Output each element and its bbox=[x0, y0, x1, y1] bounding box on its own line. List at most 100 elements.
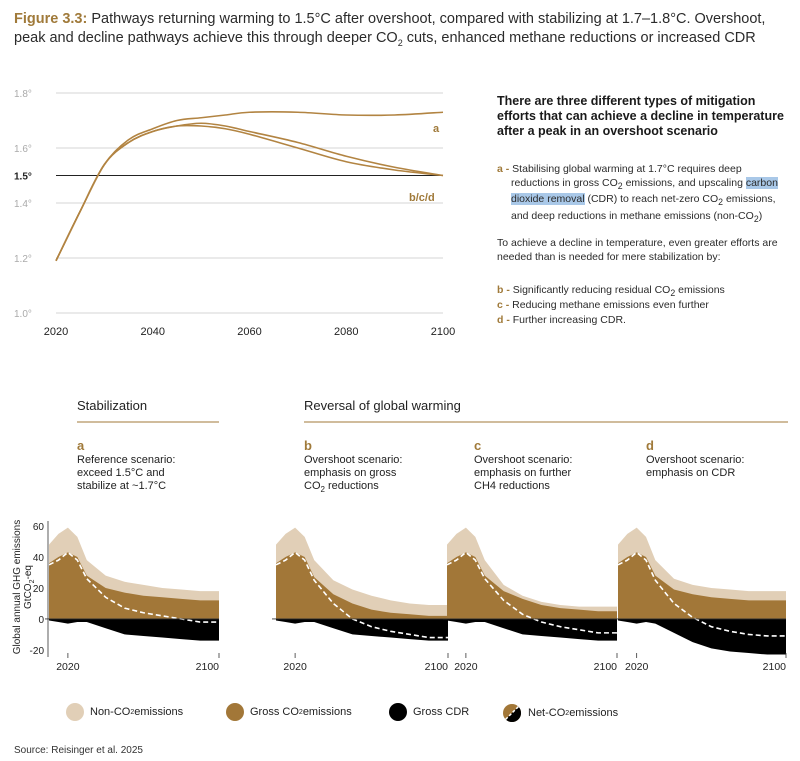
legend-gross-cdr: Gross CDR bbox=[389, 703, 469, 721]
side-item-d-key: d - bbox=[497, 314, 510, 326]
x-tick-label-2100-c: 2100 bbox=[594, 661, 618, 673]
legend-net-co2: Net-CO 2 emissions bbox=[502, 703, 618, 723]
side-item-b-text2: emissions bbox=[675, 284, 725, 296]
x-tick-label-2100-a: 2100 bbox=[196, 661, 220, 673]
x-tick-label-2020-c: 2020 bbox=[454, 661, 478, 673]
side-item-d-text: Further increasing CDR. bbox=[509, 314, 626, 326]
top-y-tick-label: 1.8° bbox=[14, 89, 32, 100]
side-item-c-key: c - bbox=[497, 299, 510, 311]
area-gross-cdr-a bbox=[49, 618, 219, 641]
scenario-b-desc: Overshoot scenario: emphasis on gross CO… bbox=[304, 454, 464, 496]
side-item-c: c - Reducing methane emissions even furt… bbox=[497, 299, 792, 313]
scenario-a-line3: stabilize at ~1.7°C bbox=[77, 480, 167, 492]
top-series-label-bcd: b/c/d bbox=[409, 192, 435, 204]
top-x-tick-label: 2020 bbox=[44, 326, 68, 338]
top-y-tick-label: 1.2° bbox=[14, 254, 32, 265]
bottom-ylabel-line2a: GtCO bbox=[23, 583, 34, 609]
net-co2-line-a bbox=[48, 551, 219, 623]
top-y-tick-label: 1.4° bbox=[14, 199, 32, 210]
area-gross-co2-b bbox=[276, 552, 448, 619]
side-item-b-sub: 2 bbox=[670, 288, 676, 299]
side-item-a-body: reductions in gross CO 2 emissions, and u… bbox=[497, 176, 792, 227]
legend-gross-co2-label: Gross CO bbox=[250, 706, 299, 718]
top-x-tick-label: 2060 bbox=[237, 326, 261, 338]
figure-title-sub: 2 bbox=[397, 37, 403, 48]
legend-net-co2-sub: 2 bbox=[565, 709, 570, 717]
scenario-c-line1: Overshoot scenario: bbox=[474, 454, 573, 466]
scenario-c-line2: emphasis on further bbox=[474, 467, 572, 479]
side-panel-heading: There are three different types of mitig… bbox=[497, 94, 784, 138]
legend-gross-co2-swatch bbox=[226, 703, 244, 721]
legend-non-co2-sub: 2 bbox=[130, 708, 135, 716]
x-tick-label-2020-d: 2020 bbox=[625, 661, 649, 673]
side-item-a-highlight1: carbon bbox=[745, 176, 778, 189]
bottom-ylabel-line1: Global annual GHG emissions bbox=[12, 519, 23, 655]
scenario-a-letter: a bbox=[77, 438, 85, 453]
scenario-d-desc: Overshoot scenario: emphasis on CDR bbox=[646, 454, 800, 480]
side-item-a-text2: reductions in gross CO bbox=[511, 176, 618, 189]
side-item-a-text6: and deep reductions in methane emissions… bbox=[511, 209, 754, 222]
side-item-a-text3: emissions, and upscaling bbox=[622, 176, 746, 189]
legend-non-co2-label: Non-CO bbox=[90, 706, 131, 718]
stabilization-heading: Stabilization bbox=[77, 398, 148, 413]
side-item-d: d - Further increasing CDR. bbox=[497, 314, 792, 328]
legend-non-co2-swatch bbox=[66, 703, 84, 721]
side-item-a: a - Stabilising global warming at 1.7°C … bbox=[497, 163, 792, 226]
area-gross-co2-a bbox=[49, 552, 219, 619]
top-y-tick-label: 1.0° bbox=[14, 309, 32, 320]
figure-title-line2a: peak and decline pathways achieve this t… bbox=[14, 30, 398, 46]
area-gross-cdr-c bbox=[447, 618, 617, 641]
x-tick-label-2020-b: 2020 bbox=[283, 661, 307, 673]
bottom-ylabel-sub: 2 bbox=[29, 579, 36, 584]
figure-title-line1: Pathways returning warming to 1.5°C afte… bbox=[91, 11, 766, 27]
x-tick-label-2020-a: 2020 bbox=[56, 661, 80, 673]
legend-net-co2-label-b: emissions bbox=[569, 707, 619, 719]
bottom-y-tick-label: -20 bbox=[30, 646, 45, 657]
side-item-c-text: Reducing methane emissions even further bbox=[509, 299, 709, 311]
side-paragraph: To achieve a decline in temperature, eve… bbox=[497, 237, 778, 263]
top-series-line-2 bbox=[55, 124, 444, 262]
legend-gross-co2: Gross CO 2 emissions bbox=[226, 703, 352, 721]
legend-gross-cdr-swatch bbox=[389, 703, 407, 721]
legend-non-co2: Non-CO 2 emissions bbox=[66, 703, 183, 721]
side-item-a-text7: ) bbox=[758, 209, 763, 222]
scenario-d-line2: emphasis on CDR bbox=[646, 467, 736, 479]
scenario-a-line1: Reference scenario: bbox=[77, 454, 176, 466]
area-gross-co2-d bbox=[618, 552, 786, 619]
legend-gross-co2-label-b: emissions bbox=[302, 706, 352, 718]
legend-net-co2-swatch bbox=[503, 704, 522, 723]
top-y-tick-label: 1.6° bbox=[14, 144, 32, 155]
scenario-b-sub: 2 bbox=[320, 485, 325, 495]
bottom-y-tick-label: 20 bbox=[33, 584, 45, 595]
side-item-a-highlight2: dioxide removal bbox=[511, 193, 585, 206]
reversal-heading: Reversal of global warming bbox=[304, 398, 461, 413]
area-gross-cdr-d bbox=[618, 618, 786, 655]
side-item-a-text1: Stabilising global warming at 1.7°C requ… bbox=[509, 163, 742, 175]
bottom-y-tick-label: 0 bbox=[38, 615, 44, 626]
bottom-ylabel-line2b: -eq bbox=[23, 565, 34, 580]
figure-label: Figure 3.3: bbox=[14, 11, 88, 27]
figure-title-line2b: cuts, enhanced methane reductions or inc… bbox=[402, 30, 756, 46]
top-x-tick-label: 2100 bbox=[431, 326, 455, 338]
side-item-a-key: a - bbox=[497, 163, 510, 175]
x-tick-label-2100-d: 2100 bbox=[763, 661, 787, 673]
legend-net-co2-label: Net-CO bbox=[528, 707, 566, 719]
x-tick-label-2100-b: 2100 bbox=[425, 661, 449, 673]
side-item-b-key: b - bbox=[497, 284, 510, 296]
scenario-d-line1: Overshoot scenario: bbox=[646, 454, 745, 466]
side-item-b-text: Significantly reducing residual CO bbox=[509, 284, 671, 296]
top-x-tick-label: 2080 bbox=[334, 326, 358, 338]
scenario-b-letter: b bbox=[304, 438, 312, 453]
top-x-tick-label: 2040 bbox=[141, 326, 165, 338]
side-item-a-sub3: 2 bbox=[753, 213, 759, 224]
scenario-c-desc: Overshoot scenario: emphasis on further … bbox=[474, 454, 634, 493]
scenario-c-line3: CH4 reductions bbox=[474, 480, 550, 492]
top-series-line-1 bbox=[55, 122, 444, 262]
side-item-a-text5: emissions, bbox=[723, 193, 776, 206]
scenario-d-letter: d bbox=[646, 438, 654, 453]
scenario-a-desc: Reference scenario: exceed 1.5°C and sta… bbox=[77, 454, 237, 493]
area-gross-co2-c bbox=[447, 552, 617, 619]
top-y-tick-label: 1.5° bbox=[14, 172, 32, 183]
net-co2-line-d bbox=[617, 551, 786, 637]
